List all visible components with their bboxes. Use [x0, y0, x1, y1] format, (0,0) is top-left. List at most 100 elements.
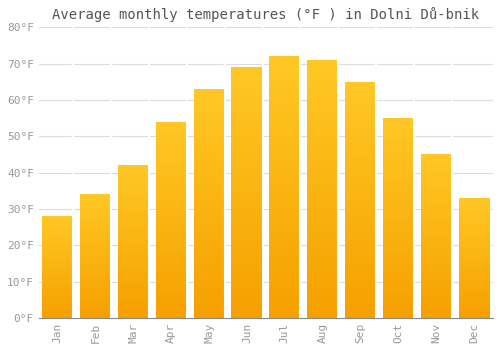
Bar [118, 223, 149, 226]
Bar [80, 214, 111, 217]
Bar [270, 224, 300, 229]
Bar [383, 250, 414, 254]
Bar [194, 199, 224, 203]
Bar [270, 266, 300, 271]
Bar [421, 197, 452, 200]
Bar [232, 153, 262, 158]
Bar [345, 172, 376, 176]
Bar [232, 283, 262, 288]
Bar [194, 194, 224, 199]
Bar [42, 222, 74, 224]
Bar [118, 281, 149, 284]
Bar [232, 122, 262, 127]
Bar [232, 67, 262, 72]
Bar [345, 176, 376, 181]
Bar [194, 162, 224, 167]
Bar [421, 230, 452, 233]
Bar [383, 150, 414, 154]
Bar [345, 271, 376, 275]
Bar [383, 162, 414, 166]
Bar [118, 226, 149, 229]
Bar [307, 251, 338, 256]
Bar [156, 255, 187, 259]
Bar [42, 277, 74, 279]
Bar [458, 224, 490, 227]
Bar [156, 204, 187, 208]
Bar [156, 287, 187, 290]
Bar [458, 268, 490, 270]
Bar [232, 162, 262, 168]
Bar [270, 135, 300, 140]
Bar [42, 267, 74, 269]
Bar [270, 208, 300, 213]
Bar [80, 212, 111, 214]
Bar [270, 93, 300, 98]
Bar [383, 218, 414, 222]
Bar [421, 272, 452, 275]
Bar [232, 107, 262, 112]
Bar [345, 190, 376, 195]
Bar [194, 313, 224, 318]
Bar [156, 239, 187, 243]
Bar [194, 277, 224, 281]
Bar [345, 153, 376, 158]
Bar [194, 254, 224, 258]
Bar [458, 287, 490, 289]
Bar [80, 219, 111, 222]
Bar [194, 236, 224, 240]
Bar [345, 289, 376, 294]
Bar [345, 214, 376, 219]
Bar [118, 251, 149, 254]
Bar [194, 117, 224, 121]
Bar [270, 245, 300, 250]
Bar [42, 304, 74, 306]
Bar [345, 91, 376, 96]
Bar [458, 219, 490, 222]
Bar [118, 263, 149, 266]
Bar [232, 263, 262, 268]
Bar [383, 174, 414, 178]
Bar [194, 135, 224, 139]
Bar [458, 244, 490, 246]
Bar [458, 260, 490, 263]
Bar [194, 245, 224, 249]
Bar [232, 142, 262, 147]
Bar [156, 149, 187, 153]
Bar [194, 226, 224, 231]
Bar [156, 279, 187, 282]
Bar [307, 276, 338, 282]
Bar [42, 216, 74, 218]
Bar [80, 315, 111, 318]
Bar [156, 193, 187, 196]
Bar [270, 130, 300, 135]
Bar [156, 263, 187, 267]
Bar [307, 148, 338, 153]
Bar [118, 257, 149, 260]
Bar [270, 255, 300, 260]
Bar [42, 230, 74, 232]
Bar [118, 172, 149, 175]
Bar [194, 176, 224, 181]
Bar [345, 105, 376, 110]
Bar [421, 302, 452, 305]
Bar [156, 232, 187, 236]
Bar [118, 205, 149, 208]
Bar [194, 144, 224, 148]
Bar [194, 190, 224, 194]
Bar [307, 204, 338, 210]
Bar [156, 271, 187, 275]
Bar [458, 280, 490, 282]
Bar [232, 208, 262, 213]
Bar [345, 195, 376, 200]
Bar [458, 313, 490, 316]
Bar [156, 141, 187, 145]
Bar [383, 238, 414, 242]
Bar [383, 206, 414, 210]
Bar [458, 301, 490, 303]
Bar [345, 261, 376, 266]
Bar [232, 288, 262, 293]
Bar [42, 269, 74, 271]
Bar [42, 300, 74, 302]
Bar [383, 130, 414, 134]
Bar [345, 148, 376, 153]
